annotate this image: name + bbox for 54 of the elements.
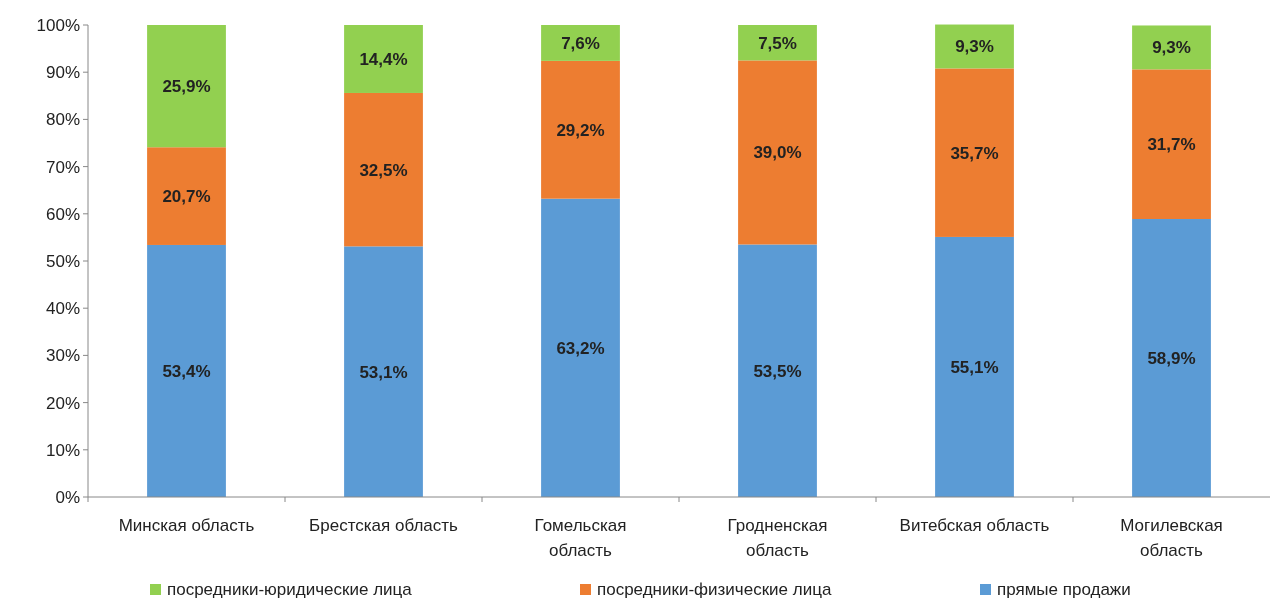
y-tick-label: 20%: [45, 393, 80, 413]
bar: [1132, 218, 1211, 497]
data-label: 55,1%: [950, 357, 999, 377]
bar: [935, 68, 1014, 237]
bar: [1132, 25, 1211, 70]
data-label: 53,1%: [359, 362, 408, 382]
data-label: 9,3%: [955, 37, 994, 57]
x-tick-label: Гродненская область: [727, 516, 828, 560]
bar: [147, 244, 226, 497]
data-label: 32,5%: [359, 160, 408, 180]
y-tick-label: 10%: [45, 440, 80, 460]
x-tick-label: Витебская область: [899, 516, 1050, 535]
bar: [541, 198, 620, 497]
bar: [738, 244, 817, 497]
data-label: 39,0%: [753, 143, 802, 163]
y-tick-label: 100%: [36, 15, 80, 35]
bar: [935, 236, 1014, 497]
data-label: 63,2%: [556, 338, 605, 358]
bar: [344, 92, 423, 247]
y-tick-label: 60%: [45, 204, 80, 224]
legend-label: прямые продажи: [997, 580, 1131, 599]
y-tick-label: 30%: [45, 346, 80, 366]
legend-label: посредники-физические лица: [597, 580, 832, 599]
data-label: 35,7%: [950, 143, 999, 163]
x-tick-label: Минская область: [118, 516, 255, 535]
bar: [147, 25, 226, 148]
legend-label: посредники-юридические лица: [167, 580, 413, 599]
bar: [344, 25, 423, 93]
data-label: 7,6%: [561, 33, 600, 53]
data-label: 29,2%: [556, 120, 605, 140]
bar: [738, 60, 817, 245]
y-tick-label: 70%: [45, 157, 80, 177]
bar: [541, 25, 620, 61]
bar: [541, 60, 620, 199]
y-tick-label: 0%: [55, 487, 80, 507]
y-tick-label: 80%: [45, 110, 80, 130]
data-label: 31,7%: [1147, 135, 1196, 155]
data-label: 20,7%: [162, 187, 211, 207]
data-label: 14,4%: [359, 49, 408, 69]
x-tick-label: Могилевская область: [1120, 516, 1223, 560]
x-tick-label: Гомельская область: [534, 516, 627, 560]
y-tick-label: 90%: [45, 63, 80, 83]
bar: [344, 246, 423, 497]
data-label: 53,5%: [753, 361, 802, 381]
bar: [147, 147, 226, 245]
data-label: 53,4%: [162, 361, 211, 381]
data-label: 7,5%: [758, 33, 797, 53]
data-label: 25,9%: [162, 77, 211, 97]
data-label: 9,3%: [1152, 38, 1191, 58]
bar: [1132, 69, 1211, 219]
y-tick-label: 50%: [45, 251, 80, 271]
x-tick-label: Брестская область: [309, 516, 459, 535]
y-tick-label: 40%: [45, 299, 80, 319]
data-label: 58,9%: [1147, 348, 1196, 368]
